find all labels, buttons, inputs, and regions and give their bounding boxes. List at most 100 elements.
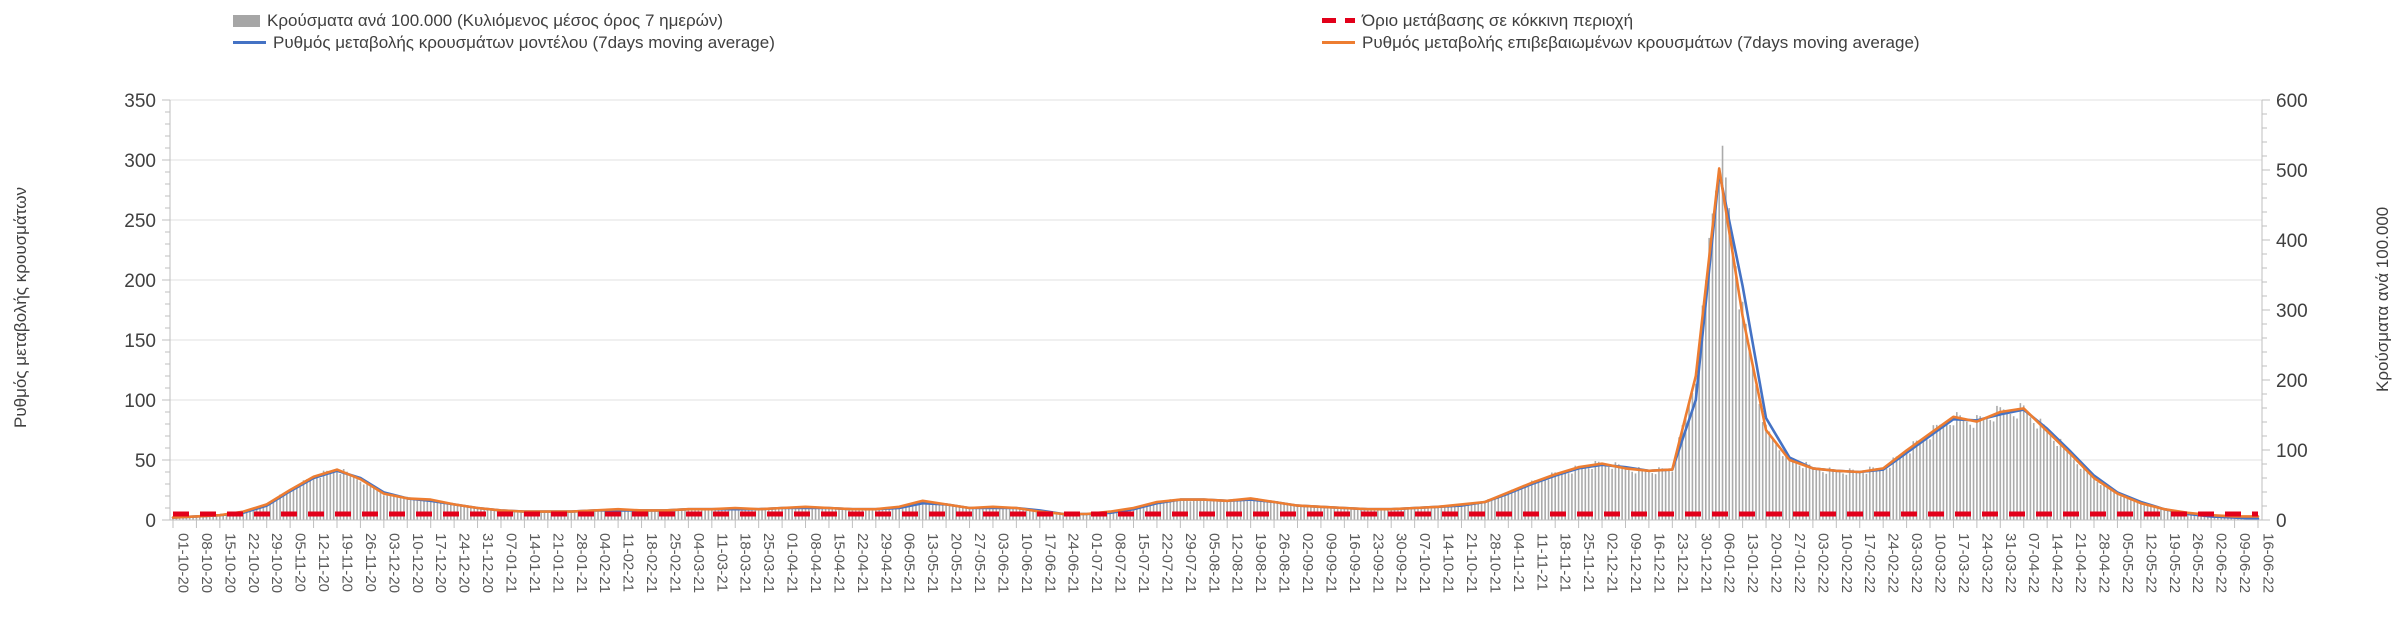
svg-text:07-10-21: 07-10-21: [1416, 533, 1433, 593]
svg-text:16-09-21: 16-09-21: [1346, 533, 1363, 593]
x-axis-labels: 01-10-20 08-10-20 15-10-20 22-10-20 29-10-20…: [175, 533, 2277, 593]
axes: [169, 100, 2263, 521]
legend-label-confirmed-rate: Ρυθμός μεταβολής επιβεβαιωμένων κρουσμάτ…: [1362, 33, 1920, 52]
confirmed-line-icon: [1322, 41, 1355, 44]
svg-text:500: 500: [2276, 161, 2308, 182]
svg-text:21-10-21: 21-10-21: [1463, 533, 1480, 593]
svg-text:22-10-20: 22-10-20: [245, 533, 262, 593]
svg-text:30-12-21: 30-12-21: [1697, 533, 1714, 593]
svg-text:20-05-21: 20-05-21: [948, 533, 965, 593]
svg-text:24-02-22: 24-02-22: [1885, 533, 1902, 593]
svg-text:13-01-22: 13-01-22: [1744, 533, 1761, 593]
right-axis-labels: 0 100 200 300 400 500 600: [2276, 91, 2308, 532]
axis-ticks: [162, 99, 2270, 528]
svg-text:12-11-20: 12-11-20: [315, 533, 332, 592]
svg-text:26-08-21: 26-08-21: [1276, 533, 1293, 593]
left-axis-labels: 0 50 100 150 200 250 300 350: [124, 91, 156, 532]
svg-text:10-03-22: 10-03-22: [1932, 533, 1949, 593]
svg-text:350: 350: [124, 91, 156, 112]
svg-text:17-03-22: 17-03-22: [1955, 533, 1972, 593]
svg-text:19-08-21: 19-08-21: [1252, 533, 1269, 593]
svg-text:02-12-21: 02-12-21: [1604, 533, 1621, 593]
svg-text:25-03-21: 25-03-21: [760, 533, 777, 593]
svg-text:03-06-21: 03-06-21: [994, 533, 1011, 593]
svg-text:02-06-22: 02-06-22: [2213, 533, 2230, 593]
svg-text:16-12-21: 16-12-21: [1650, 533, 1667, 593]
svg-text:06-01-22: 06-01-22: [1721, 533, 1738, 593]
svg-text:23-12-21: 23-12-21: [1674, 533, 1691, 593]
svg-text:600: 600: [2276, 91, 2308, 112]
model-line-icon: [233, 41, 266, 44]
svg-text:27-01-22: 27-01-22: [1791, 533, 1808, 593]
svg-text:31-12-20: 31-12-20: [479, 533, 496, 593]
svg-text:300: 300: [124, 151, 156, 172]
svg-text:13-05-21: 13-05-21: [924, 533, 941, 593]
svg-text:0: 0: [145, 511, 156, 532]
legend-item-confirmed-rate: Ρυθμός μεταβολής επιβεβαιωμένων κρουσμάτ…: [1322, 34, 1920, 51]
svg-text:18-02-21: 18-02-21: [643, 533, 660, 593]
svg-text:250: 250: [124, 211, 156, 232]
svg-text:10-06-21: 10-06-21: [1018, 533, 1035, 593]
svg-text:14-01-21: 14-01-21: [526, 533, 543, 593]
svg-text:22-04-21: 22-04-21: [854, 533, 871, 593]
svg-text:15-10-20: 15-10-20: [221, 533, 238, 593]
svg-text:19-05-22: 19-05-22: [2166, 533, 2183, 593]
legend-item-model-rate: Ρυθμός μεταβολής κρουσμάτων μοντέλου (7d…: [233, 34, 775, 51]
legend-label-cases-per-100k: Κρούσματα ανά 100.000 (Κυλιόμενος μέσος …: [267, 11, 724, 30]
svg-text:31-03-22: 31-03-22: [2002, 533, 2019, 593]
svg-text:01-04-21: 01-04-21: [784, 533, 801, 593]
svg-text:11-03-21: 11-03-21: [713, 533, 730, 592]
svg-text:25-11-21: 25-11-21: [1580, 533, 1597, 592]
svg-text:11-02-21: 11-02-21: [620, 533, 637, 592]
svg-text:28-04-22: 28-04-22: [2096, 533, 2113, 593]
svg-text:04-03-21: 04-03-21: [690, 533, 707, 593]
svg-text:04-11-21: 04-11-21: [1510, 533, 1527, 592]
svg-text:200: 200: [124, 271, 156, 292]
svg-text:24-12-20: 24-12-20: [456, 533, 473, 593]
svg-text:15-04-21: 15-04-21: [830, 533, 847, 593]
svg-text:03-02-22: 03-02-22: [1814, 533, 1831, 593]
svg-text:200: 200: [2276, 371, 2308, 392]
svg-text:17-02-22: 17-02-22: [1861, 533, 1878, 593]
svg-text:11-11-21: 11-11-21: [1533, 533, 1550, 591]
svg-text:08-04-21: 08-04-21: [807, 533, 824, 593]
svg-text:29-04-21: 29-04-21: [877, 533, 894, 593]
confirmed-line: [171, 167, 2260, 519]
svg-text:24-06-21: 24-06-21: [1065, 533, 1082, 593]
svg-text:25-02-21: 25-02-21: [666, 533, 683, 593]
svg-text:08-07-21: 08-07-21: [1112, 533, 1129, 593]
gridlines: [170, 99, 2262, 461]
svg-text:28-01-21: 28-01-21: [573, 533, 590, 593]
svg-text:14-10-21: 14-10-21: [1440, 533, 1457, 593]
svg-text:20-01-22: 20-01-22: [1768, 533, 1785, 593]
svg-text:12-05-22: 12-05-22: [2142, 533, 2159, 593]
svg-text:12-08-21: 12-08-21: [1229, 533, 1246, 593]
svg-text:03-03-22: 03-03-22: [1908, 533, 1925, 593]
svg-text:10-12-20: 10-12-20: [409, 533, 426, 593]
model-line: [171, 170, 2260, 521]
svg-text:05-11-20: 05-11-20: [292, 533, 309, 592]
svg-text:0: 0: [2276, 511, 2287, 532]
svg-text:29-10-20: 29-10-20: [268, 533, 285, 593]
svg-text:300: 300: [2276, 301, 2308, 322]
svg-text:16-06-22: 16-06-22: [2260, 533, 2277, 593]
svg-text:09-06-22: 09-06-22: [2236, 533, 2253, 593]
svg-text:08-10-20: 08-10-20: [198, 533, 215, 593]
svg-text:04-02-21: 04-02-21: [596, 533, 613, 593]
svg-text:18-03-21: 18-03-21: [737, 533, 754, 593]
svg-text:30-09-21: 30-09-21: [1393, 533, 1410, 593]
svg-text:17-12-20: 17-12-20: [432, 533, 449, 593]
svg-text:05-08-21: 05-08-21: [1205, 533, 1222, 593]
svg-text:150: 150: [124, 331, 156, 352]
svg-text:07-04-22: 07-04-22: [2025, 533, 2042, 593]
threshold-dash-icon: [1322, 18, 1355, 23]
daily-bars: [172, 145, 2259, 520]
svg-text:01-07-21: 01-07-21: [1088, 533, 1105, 593]
bars-swatch-icon: [233, 14, 260, 27]
svg-text:22-07-21: 22-07-21: [1158, 533, 1175, 593]
svg-text:100: 100: [2276, 441, 2308, 462]
legend-label-red-threshold: Όριο μετάβασης σε κόκκινη περιοχή: [1362, 11, 1634, 30]
svg-text:15-07-21: 15-07-21: [1135, 533, 1152, 593]
svg-text:09-09-21: 09-09-21: [1322, 533, 1339, 593]
